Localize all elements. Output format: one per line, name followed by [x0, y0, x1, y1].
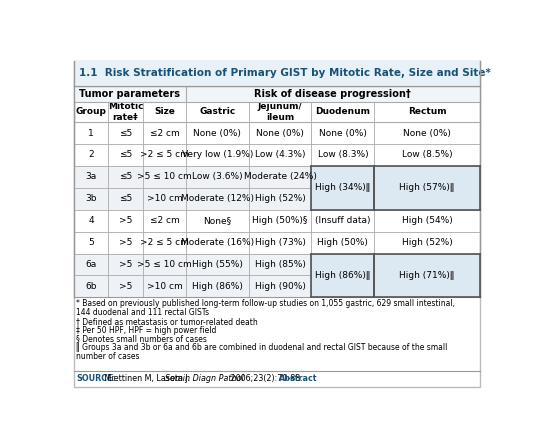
- Text: ≤2 cm: ≤2 cm: [150, 128, 179, 138]
- Text: >2 ≤ 5 cm: >2 ≤ 5 cm: [140, 150, 189, 160]
- Text: SOURCE:: SOURCE:: [76, 374, 116, 383]
- Text: Moderate (16%): Moderate (16%): [181, 238, 254, 247]
- Text: >2 ≤ 5 cm: >2 ≤ 5 cm: [140, 238, 189, 247]
- Text: 144 duodenal and 111 rectal GISTs: 144 duodenal and 111 rectal GISTs: [76, 308, 210, 317]
- Text: None (0%): None (0%): [319, 128, 367, 138]
- FancyBboxPatch shape: [312, 166, 374, 210]
- Text: High (86%)ǁ: High (86%)ǁ: [315, 271, 370, 280]
- Text: 5: 5: [88, 238, 94, 247]
- Text: High (34%)ǁ: High (34%)ǁ: [315, 184, 370, 192]
- Text: High (86%): High (86%): [192, 282, 243, 291]
- Text: ≤5: ≤5: [119, 172, 132, 181]
- FancyBboxPatch shape: [374, 166, 480, 210]
- Text: Group: Group: [76, 108, 106, 117]
- Text: Duodenum: Duodenum: [315, 108, 370, 117]
- Text: None (0%): None (0%): [256, 128, 304, 138]
- Text: >5: >5: [119, 282, 132, 291]
- Text: 6b: 6b: [85, 282, 97, 291]
- Text: High (52%): High (52%): [255, 194, 306, 203]
- Text: 1: 1: [88, 128, 94, 138]
- Text: Size: Size: [154, 108, 175, 117]
- FancyBboxPatch shape: [74, 275, 480, 298]
- Text: High (73%): High (73%): [255, 238, 306, 247]
- Text: * Based on previously published long-term follow-up studies on 1,055 gastric, 62: * Based on previously published long-ter…: [76, 299, 455, 309]
- Text: Semin Diagn Pathol: Semin Diagn Pathol: [165, 374, 244, 383]
- Text: Moderate (12%): Moderate (12%): [181, 194, 254, 203]
- Text: High (90%): High (90%): [255, 282, 306, 291]
- Text: (Insuff data): (Insuff data): [315, 216, 370, 225]
- Text: Abstract: Abstract: [279, 374, 318, 383]
- Text: Low (8.5%): Low (8.5%): [402, 150, 453, 160]
- FancyBboxPatch shape: [74, 61, 480, 387]
- Text: >5: >5: [119, 260, 132, 269]
- Text: ≤2 cm: ≤2 cm: [150, 216, 179, 225]
- Text: >5: >5: [119, 216, 132, 225]
- Text: 2: 2: [88, 150, 94, 160]
- FancyBboxPatch shape: [74, 253, 480, 275]
- Text: § Denotes small numbers of cases: § Denotes small numbers of cases: [76, 334, 207, 343]
- Text: 3b: 3b: [85, 194, 97, 203]
- FancyBboxPatch shape: [74, 188, 480, 210]
- Text: None (0%): None (0%): [403, 128, 451, 138]
- Text: High (54%): High (54%): [402, 216, 453, 225]
- Text: Mitotic
rate‡: Mitotic rate‡: [107, 102, 143, 122]
- Text: ≤5: ≤5: [119, 150, 132, 160]
- Text: Low (8.3%): Low (8.3%): [318, 150, 368, 160]
- Text: Jejunum/
ileum: Jejunum/ ileum: [258, 102, 302, 122]
- Text: ‡ Per 50 HPF, HPF = high power field: ‡ Per 50 HPF, HPF = high power field: [76, 326, 217, 335]
- Text: Very low (1.9%): Very low (1.9%): [181, 150, 253, 160]
- Text: High (55%): High (55%): [192, 260, 243, 269]
- Text: number of cases: number of cases: [76, 352, 140, 361]
- Text: High (50%)§: High (50%)§: [252, 216, 308, 225]
- Text: 3a: 3a: [85, 172, 97, 181]
- FancyBboxPatch shape: [74, 166, 480, 188]
- Text: None§: None§: [203, 216, 231, 225]
- Text: High (85%): High (85%): [255, 260, 306, 269]
- Text: Tumor parameters: Tumor parameters: [79, 89, 180, 99]
- Text: 2006;23(2):70-83.: 2006;23(2):70-83.: [228, 374, 305, 383]
- Text: Low (4.3%): Low (4.3%): [255, 150, 305, 160]
- Text: >10 cm: >10 cm: [146, 194, 183, 203]
- Text: >10 cm: >10 cm: [146, 282, 183, 291]
- Text: Gastric: Gastric: [199, 108, 235, 117]
- FancyBboxPatch shape: [374, 253, 480, 298]
- FancyBboxPatch shape: [74, 87, 480, 102]
- Text: Rectum: Rectum: [408, 108, 446, 117]
- Text: High (57%)ǁ: High (57%)ǁ: [400, 184, 455, 192]
- Text: >5 ≤ 10 cm: >5 ≤ 10 cm: [137, 172, 192, 181]
- Text: High (71%)ǁ: High (71%)ǁ: [400, 271, 455, 280]
- Text: Miettinen M, Lasota J.: Miettinen M, Lasota J.: [102, 374, 193, 383]
- Text: ≤5: ≤5: [119, 194, 132, 203]
- Text: 4: 4: [88, 216, 94, 225]
- FancyBboxPatch shape: [74, 61, 480, 85]
- Text: High (50%): High (50%): [318, 238, 368, 247]
- Text: >5: >5: [119, 238, 132, 247]
- Text: ǁ Groups 3a and 3b or 6a and 6b are combined in duodenal and rectal GIST because: ǁ Groups 3a and 3b or 6a and 6b are comb…: [76, 343, 448, 352]
- Text: None (0%): None (0%): [193, 128, 241, 138]
- Text: >5 ≤ 10 cm: >5 ≤ 10 cm: [137, 260, 192, 269]
- Text: High (52%): High (52%): [402, 238, 453, 247]
- Text: Risk of disease progression†: Risk of disease progression†: [254, 89, 411, 99]
- Text: Moderate (24%): Moderate (24%): [244, 172, 316, 181]
- Text: 6a: 6a: [85, 260, 97, 269]
- Text: † Defined as metastasis or tumor-related death: † Defined as metastasis or tumor-related…: [76, 317, 258, 326]
- Text: ≤5: ≤5: [119, 128, 132, 138]
- Text: 1.1  Risk Stratification of Primary GIST by Mitotic Rate, Size and Site*: 1.1 Risk Stratification of Primary GIST …: [79, 68, 491, 78]
- Text: Low (3.6%): Low (3.6%): [192, 172, 242, 181]
- FancyBboxPatch shape: [312, 253, 374, 298]
